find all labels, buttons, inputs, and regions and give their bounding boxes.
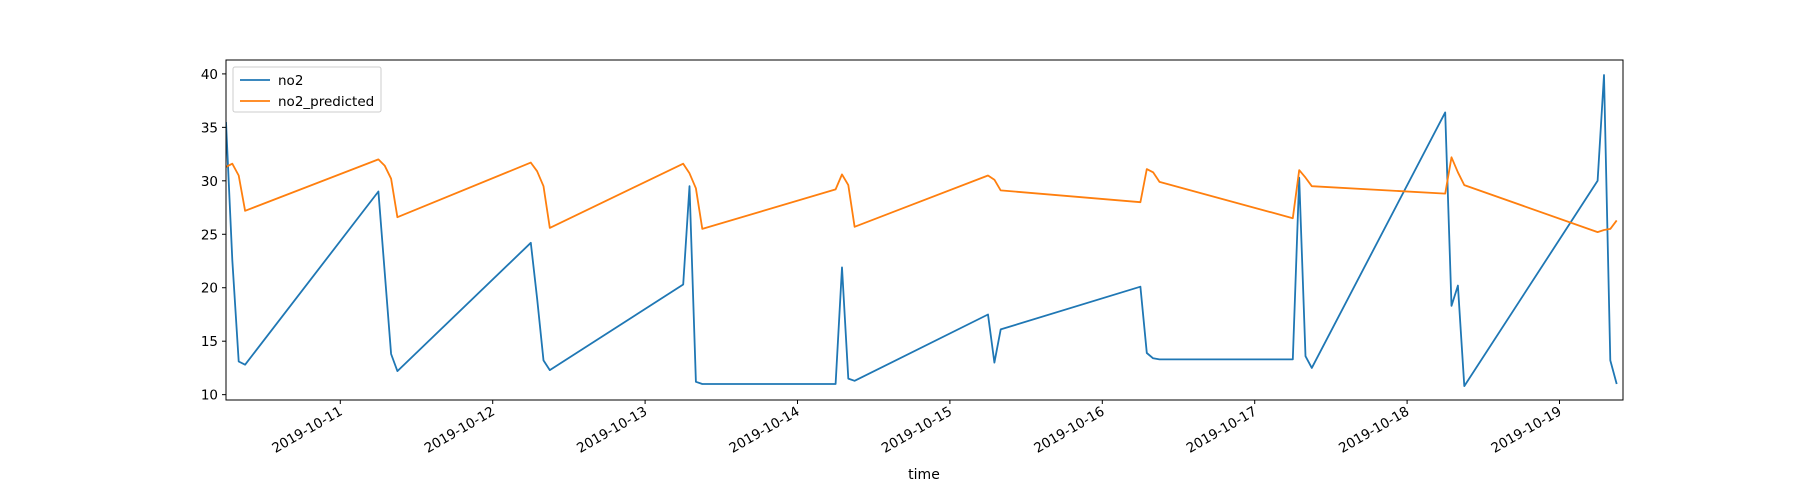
y-tick-label: 20 bbox=[201, 281, 218, 297]
plot-frame bbox=[225, 59, 1624, 401]
series-line-no2 bbox=[226, 74, 1618, 388]
legend-label: no2 bbox=[278, 73, 303, 89]
series-line-no2-predicted bbox=[226, 156, 1618, 234]
plot-lines bbox=[226, 74, 1618, 388]
legend-label: no2_predicted bbox=[278, 94, 374, 110]
y-axis: 10 15 20 25 30 35 40 bbox=[201, 67, 226, 404]
y-tick-label: 30 bbox=[201, 174, 218, 190]
legend: no2 no2_predicted bbox=[232, 66, 382, 113]
x-axis-title: time bbox=[908, 467, 940, 483]
y-tick-label: 40 bbox=[201, 67, 218, 83]
y-tick-label: 15 bbox=[201, 334, 218, 350]
y-tick-label: 35 bbox=[201, 120, 218, 136]
y-tick-label: 10 bbox=[201, 388, 218, 404]
y-tick-label: 25 bbox=[201, 227, 218, 243]
